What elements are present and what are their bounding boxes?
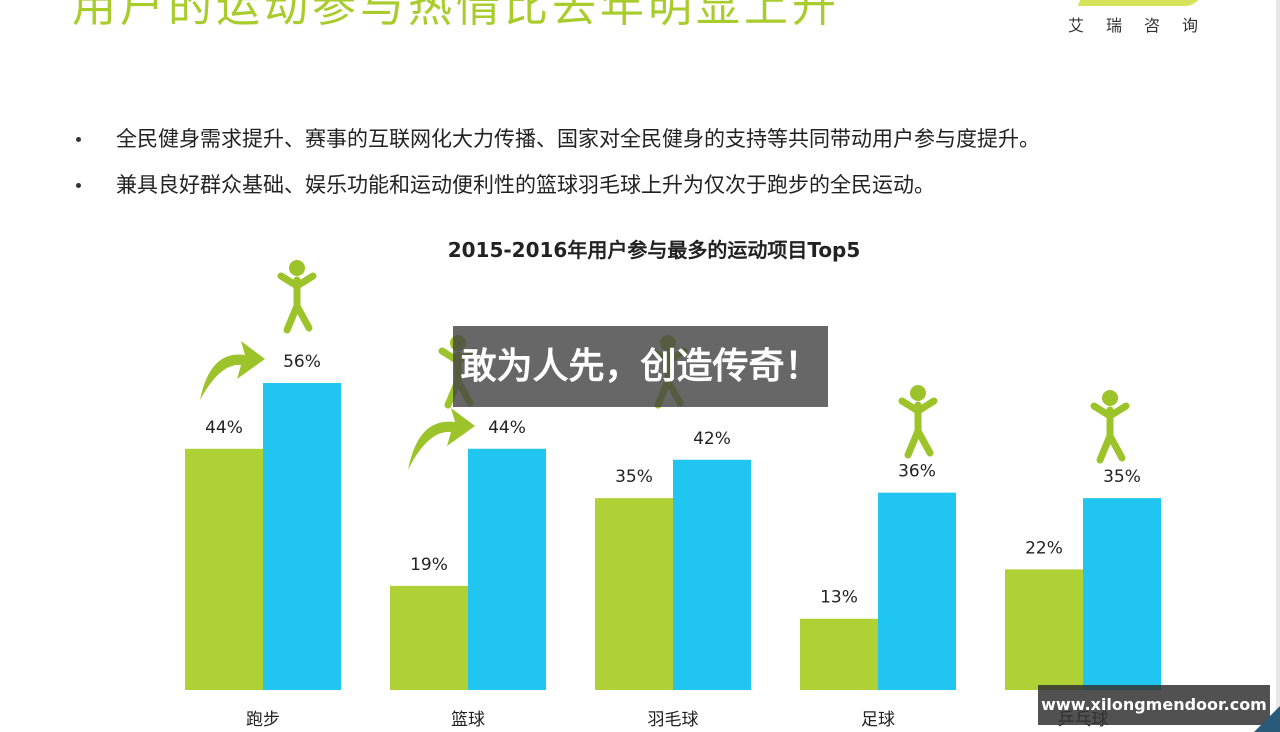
data-label: 36% <box>898 462 936 482</box>
category-label: 羽毛球 <box>648 710 699 730</box>
data-label: 35% <box>1103 467 1141 487</box>
bullet-list: 全民健身需求提升、赛事的互联网化大力传播、国家对全民健身的支持等共同带动用户参与… <box>70 116 1040 208</box>
bar <box>800 618 878 690</box>
data-label: 44% <box>488 418 526 438</box>
table-tennis-player-icon <box>1090 390 1130 464</box>
growth-arrow-icon <box>200 341 265 400</box>
data-label: 22% <box>1025 538 1063 558</box>
bar <box>878 492 956 690</box>
data-label: 56% <box>283 352 321 372</box>
data-label: 13% <box>820 588 858 608</box>
scroll-edge[interactable] <box>1276 0 1280 732</box>
watermark[interactable]: www.xilongmendoor.com <box>1038 685 1270 725</box>
data-label: 44% <box>205 418 243 438</box>
bullet-item: 全民健身需求提升、赛事的互联网化大力传播、国家对全民健身的支持等共同带动用户参与… <box>70 116 1040 162</box>
corner-decoration <box>1254 706 1280 732</box>
brand-logo-text: 艾瑞咨询 <box>1067 16 1220 35</box>
bar <box>390 585 468 690</box>
category-label: 足球 <box>861 710 895 730</box>
data-label: 35% <box>615 467 653 487</box>
bar <box>263 383 341 690</box>
bar <box>1005 569 1083 690</box>
data-label: 42% <box>693 429 731 449</box>
bar <box>468 448 546 690</box>
category-label: 篮球 <box>451 710 485 730</box>
chart-title: 2015-2016年用户参与最多的运动项目Top5 <box>448 238 861 262</box>
runner-icon <box>277 260 317 334</box>
data-label: 19% <box>410 555 448 575</box>
bullet-item: 兼具良好群众基础、娱乐功能和运动便利性的篮球羽毛球上升为仅次于跑步的全民运动。 <box>70 162 1040 208</box>
bar <box>1083 498 1161 690</box>
growth-arrow-icon <box>408 408 475 470</box>
category-label: 跑步 <box>246 710 280 730</box>
bar <box>185 448 263 690</box>
bar <box>595 498 673 690</box>
bar <box>673 459 751 690</box>
slide-title: 用户的运动参与热情比去年明显上升 <box>72 0 840 32</box>
promo-banner: 敢为人先，创造传奇！ <box>453 326 828 407</box>
soccer-player-icon <box>898 385 938 459</box>
